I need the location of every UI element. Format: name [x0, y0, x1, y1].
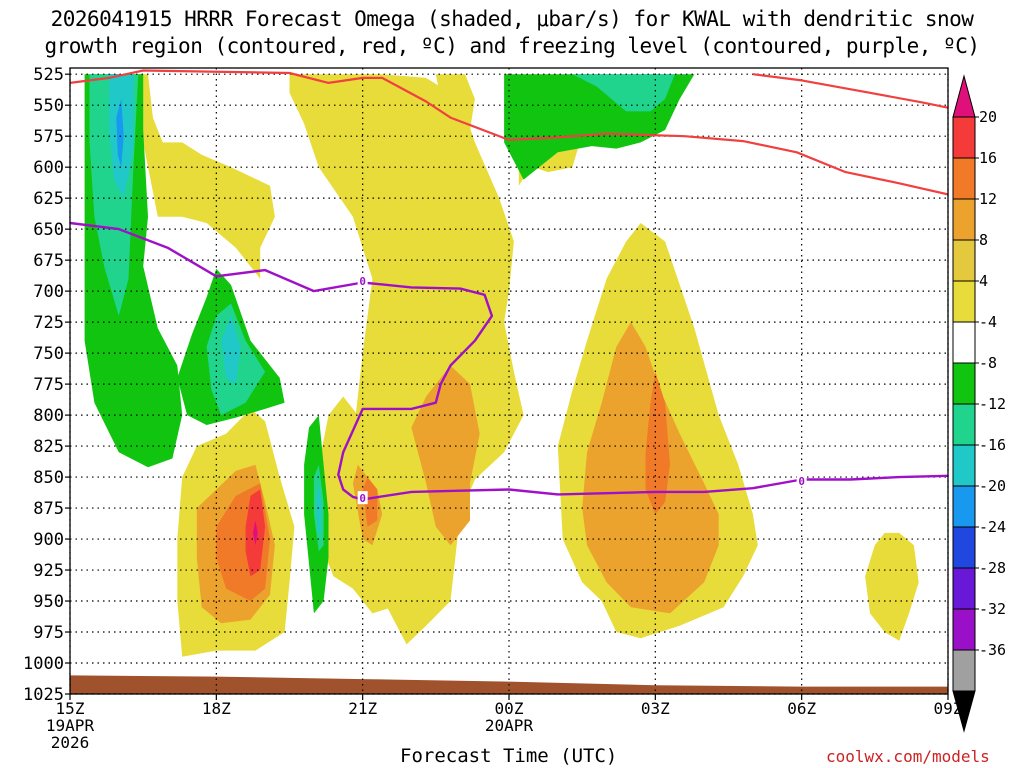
- colorbar-bin-13: [952, 608, 976, 651]
- omega-region-9: [411, 365, 480, 546]
- x-tick-label-21Z: 21Z: [348, 699, 377, 718]
- colorbar-label--32: -32: [979, 600, 1006, 618]
- axes: 525 550 575 600 625 650 675 700 725 750 775 800 825 8…: [23, 65, 963, 752]
- colorbar-label--12: -12: [979, 395, 1006, 413]
- omega-region-2: [435, 74, 475, 130]
- x-tick-label-00Z: 00Z: [495, 699, 524, 718]
- contours: 0 0 0: [70, 69, 948, 505]
- source-credit-link[interactable]: coolwx.com/models: [826, 747, 990, 766]
- chart-title-line-2: growth region (contoured, red, ºC) and f…: [44, 34, 980, 58]
- x-tick-label-15Z: 15Z: [56, 699, 85, 718]
- freezing-contour-label-0: 0: [359, 275, 366, 288]
- colorbar-bin-6: [952, 321, 976, 364]
- colorbar-bottom-arrow: [952, 690, 976, 733]
- colorbar-bin-5: [952, 280, 976, 323]
- x-tick-label-18Z: 18Z: [202, 699, 231, 718]
- colorbar-label--28: -28: [979, 559, 1006, 577]
- omega-region-29: [116, 99, 124, 168]
- y-tick-label-650: 650: [33, 220, 64, 240]
- colorbar-bin-3: [952, 198, 976, 241]
- y-tick-label-800: 800: [33, 406, 64, 426]
- x-tick-label-06Z: 06Z: [787, 699, 816, 718]
- y-tick-label-725: 725: [33, 313, 64, 333]
- chart-title-line-1: 2026041915 HRRR Forecast Omega (shaded, …: [50, 7, 974, 31]
- y-tick-label-950: 950: [33, 592, 64, 612]
- freezing-contour-label-1: 0: [359, 492, 366, 505]
- colorbar-label--24: -24: [979, 518, 1006, 536]
- y-tick-label-675: 675: [33, 251, 64, 271]
- colorbar-bin-2: [952, 157, 976, 200]
- colorbar-label-8: 8: [979, 231, 988, 249]
- colorbar-bin-8: [952, 403, 976, 446]
- omega-region-8: [865, 532, 919, 641]
- colorbar-bin-1: [952, 116, 976, 159]
- colorbar-label-12: 12: [979, 190, 997, 208]
- y-tick-label-975: 975: [33, 623, 64, 643]
- x-axis-label: Forecast Time (UTC): [400, 745, 618, 767]
- freezing-label-bg-0: [357, 274, 368, 288]
- colorbar-label-4: 4: [979, 272, 988, 290]
- x-tick-year-2026: 2026: [51, 733, 90, 752]
- freezing-contour-label-2: 0: [798, 475, 805, 488]
- y-tick-label-900: 900: [33, 530, 64, 550]
- y-tick-label-625: 625: [33, 189, 64, 209]
- y-tick-label-525: 525: [33, 65, 64, 85]
- y-tick-label-825: 825: [33, 437, 64, 457]
- y-tick-label-550: 550: [33, 96, 64, 116]
- freezing-label-bg-1: [357, 491, 368, 505]
- omega-region-15: [645, 371, 670, 515]
- colorbar-bin-12: [952, 567, 976, 610]
- y-tick-label-850: 850: [33, 468, 64, 488]
- y-tick-label-700: 700: [33, 282, 64, 302]
- colorbar-label--8: -8: [979, 354, 997, 372]
- omega-region-14: [362, 477, 378, 527]
- dgz-contour-line-upper: [752, 73, 948, 109]
- colorbar-label--36: -36: [979, 641, 1006, 659]
- x-tick-date-19APR: 19APR: [46, 716, 95, 735]
- colorbar-bin-9: [952, 444, 976, 487]
- colorbar-bin-10: [952, 485, 976, 528]
- omega-region-25: [572, 74, 675, 112]
- colorbar-label--4: -4: [979, 313, 997, 331]
- y-tick-label-600: 600: [33, 158, 64, 178]
- y-tick-label-750: 750: [33, 344, 64, 364]
- y-tick-label-1000: 1000: [23, 654, 64, 674]
- colorbar-legend: 20 16 12 8 4 -4 -8 -12 -16 -20 -24 -28 -32 -36: [952, 74, 1006, 733]
- colorbar-label-20: 20: [979, 108, 997, 126]
- y-tick-label-775: 775: [33, 375, 64, 395]
- omega-region-17: [252, 520, 258, 546]
- colorbar-bin-11: [952, 526, 976, 569]
- x-tick-label-09Z: 09Z: [934, 699, 963, 718]
- plot-area: [70, 68, 948, 694]
- chart-title: 2026041915 HRRR Forecast Omega (shaded, …: [0, 6, 1024, 60]
- y-tick-label-575: 575: [33, 127, 64, 147]
- colorbar-bin-7: [952, 362, 976, 405]
- colorbar-bin-14: [952, 649, 976, 692]
- colorbar-label-16: 16: [979, 149, 997, 167]
- x-tick-date-20APR: 20APR: [485, 716, 534, 735]
- freezing-level-contour: [70, 221, 948, 501]
- y-tick-label-1025: 1025: [23, 685, 64, 705]
- dgz-contour-line: [70, 69, 948, 196]
- colorbar-label--16: -16: [979, 436, 1006, 454]
- colorbar-top-arrow: [952, 74, 976, 118]
- y-tick-label-925: 925: [33, 561, 64, 581]
- omega-region-27: [221, 315, 241, 385]
- colorbar-label--20: -20: [979, 477, 1006, 495]
- colorbar-bin-4: [952, 239, 976, 282]
- y-tick-label-875: 875: [33, 499, 64, 519]
- freezing-label-bg-2: [796, 473, 807, 487]
- x-tick-label-03Z: 03Z: [641, 699, 670, 718]
